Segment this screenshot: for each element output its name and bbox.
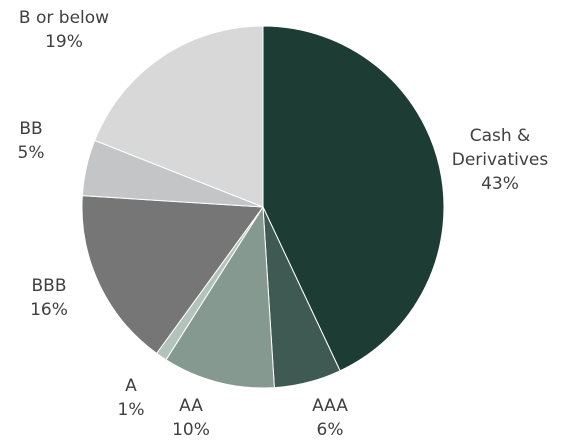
pie-slice-b-or-below bbox=[94, 25, 264, 208]
slice-label-aa: AA 10% bbox=[172, 396, 210, 440]
pie-slice-bbb bbox=[81, 195, 264, 355]
pie-slice-aa bbox=[165, 205, 275, 389]
slice-label-cash-derivatives: Cash & Derivatives 43% bbox=[451, 126, 549, 194]
slice-label-aaa: AAA 6% bbox=[312, 396, 348, 440]
slice-label-bbb: BBB 16% bbox=[30, 276, 68, 320]
slice-label-bb: BB 5% bbox=[17, 119, 45, 163]
slice-label-b-or-below: B or below 19% bbox=[18, 8, 110, 52]
slice-label-a: A 1% bbox=[117, 376, 145, 420]
pie-slice-cash-derivatives bbox=[262, 25, 445, 372]
